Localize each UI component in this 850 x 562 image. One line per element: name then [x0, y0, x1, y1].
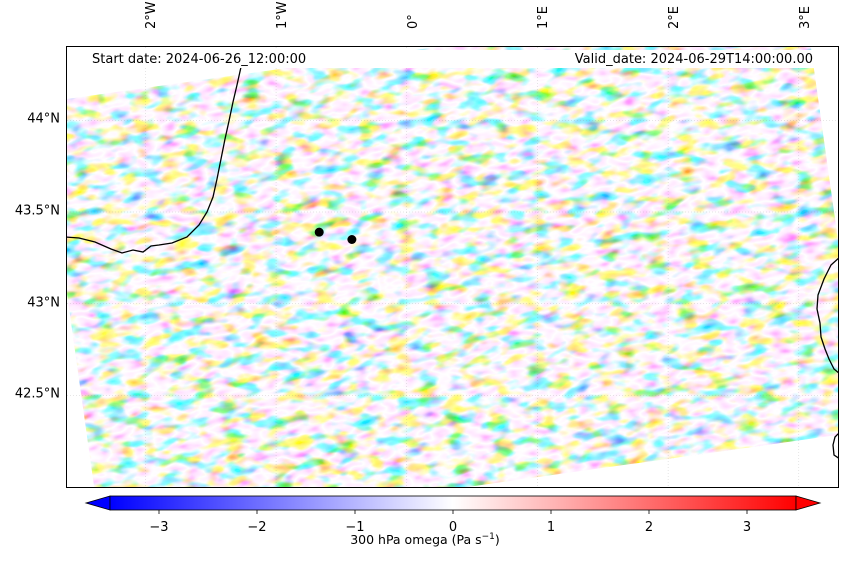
cb-tick-label: 3: [742, 520, 752, 535]
station-markers: [314, 227, 357, 244]
lat-label-43-5n: 43.5°N: [14, 203, 60, 219]
colorbar-bar: [109, 495, 797, 511]
lat-label-42-5n: 42.5°N: [14, 386, 60, 402]
cb-tick-label: −3: [149, 520, 169, 535]
cb-tick-label: 1: [546, 520, 556, 535]
start-date-text: Start date: 2024-06-26_12:00:00: [92, 52, 307, 67]
colorbar-extend-high: [795, 495, 822, 511]
coastline-east: [816, 257, 838, 374]
lat-label-44n: 44°N: [27, 111, 60, 127]
lat-label-43n: 43°N: [27, 295, 60, 311]
colorbar-tick-marks: [158, 510, 748, 514]
omega-map: [66, 46, 839, 488]
graticule: [67, 47, 838, 487]
station-2-marker: [347, 235, 357, 244]
info-banner: [87, 50, 817, 68]
colorbar-extend-low: [84, 495, 111, 511]
cb-tick-label: 0: [448, 520, 458, 535]
cb-tick-label: 2: [644, 520, 654, 535]
cb-tick-label: −2: [247, 520, 267, 535]
cb-tick-label: −1: [345, 520, 365, 535]
station-1-marker: [314, 227, 324, 237]
coastline-west: [67, 66, 242, 254]
colorbar-label: 300 hPa omega (Pa s−1): [350, 532, 500, 548]
map-canvas: [67, 47, 838, 487]
coastline-east-lower: [832, 433, 838, 459]
valid-date-text: Valid_date: 2024-06-29T14:00:00.00: [574, 52, 813, 67]
